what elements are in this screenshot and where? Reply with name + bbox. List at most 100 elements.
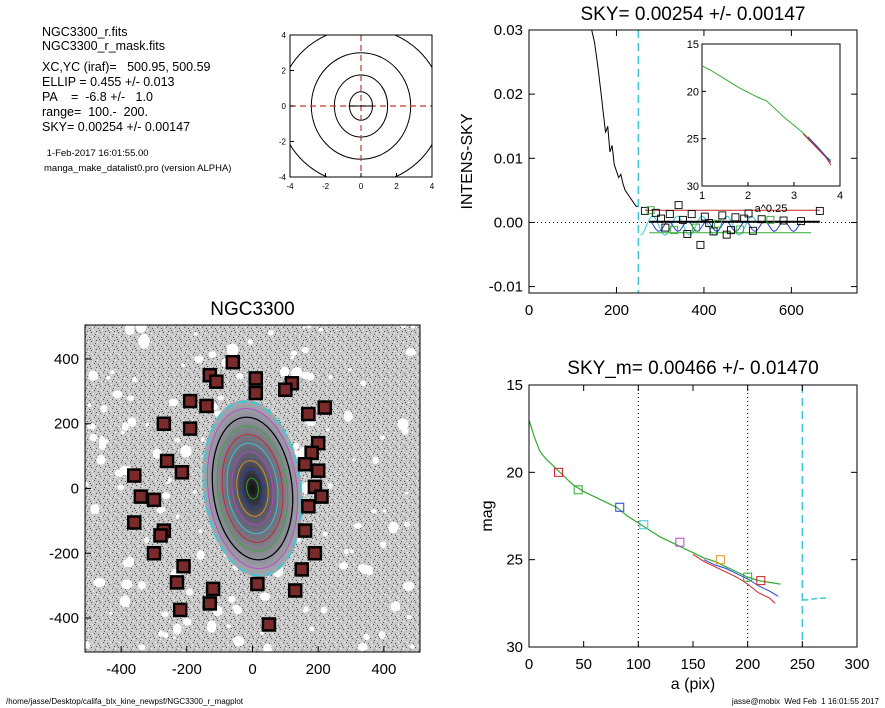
mag-title: SKY_m= 0.00466 +/- 0.01470 — [567, 358, 818, 379]
mask-blob — [328, 374, 333, 380]
mask-blob — [233, 636, 245, 647]
mag-marker — [615, 502, 625, 512]
mask-blob — [267, 330, 274, 336]
mask-blob — [302, 608, 308, 613]
mask-blob — [96, 454, 106, 465]
mag-green-line — [529, 419, 781, 585]
mag-blue-line — [703, 559, 779, 597]
mag-marker — [675, 537, 685, 547]
sky-data-point — [718, 211, 727, 220]
sky-box — [250, 576, 265, 592]
mask-blob — [172, 623, 182, 635]
mask-blob — [347, 368, 353, 372]
mask-blob — [290, 350, 298, 356]
mask-blob — [349, 549, 354, 554]
mask-blob — [192, 489, 197, 494]
mask-blob — [411, 325, 415, 329]
mag-profile-plot: SKY_m= 0.00466 +/- 0.01470 0 50 100 150 200 25… — [479, 358, 870, 693]
image-title: NGC3300 — [210, 299, 295, 320]
mask-blob — [168, 398, 179, 407]
sky-data-point — [766, 215, 775, 224]
mask-blob — [110, 370, 115, 374]
info-image-file: NGC3300_r.fits — [42, 25, 128, 39]
isophote-6 — [216, 425, 289, 552]
sky-box — [248, 371, 264, 386]
contour-ytick-label: 4 — [282, 31, 287, 40]
mask-blob — [127, 417, 137, 428]
sky-box — [153, 528, 168, 543]
mask-blob — [87, 423, 96, 430]
contour-xtick-label: 0 — [359, 182, 364, 191]
mask-blob — [363, 633, 370, 641]
mag-ytick-label: 20 — [506, 464, 523, 481]
mask-blob — [302, 326, 306, 329]
sky-data-point — [651, 208, 660, 217]
mask-blob — [301, 371, 311, 380]
mask-blob — [186, 588, 194, 596]
sky-box — [287, 583, 303, 598]
mask-blob — [327, 483, 333, 489]
mask-blob — [88, 370, 98, 381]
mask-blob — [87, 403, 92, 408]
image-xtick-label: 400 — [371, 661, 396, 678]
footer-user: jasse@mobix Wed Feb 1 16:01:55 2017 — [731, 697, 879, 706]
image-xtick-label: 200 — [306, 661, 331, 678]
mag-xtick-label: 200 — [735, 656, 760, 673]
inset-ytick-label: 30 — [687, 181, 699, 193]
sky-xtick-label: 200 — [604, 302, 629, 319]
contour-xtick-label: -2 — [322, 182, 330, 191]
mask-blob — [121, 422, 129, 431]
sky-plot-area — [529, 30, 857, 293]
isophote-0 — [246, 477, 259, 500]
contour-ytick-label: -2 — [279, 138, 287, 147]
isophote-2 — [236, 460, 269, 517]
info-timestamp: 1-Feb-2017 16:01:55.00 — [44, 148, 149, 159]
galaxy-body — [202, 399, 303, 578]
sky-data-point — [705, 219, 714, 228]
mask-blob — [144, 537, 150, 543]
info-center: XC,YC (iraf)= 500.95, 500.59 — [42, 60, 211, 74]
mask-blob — [93, 577, 106, 588]
mask-blob — [196, 550, 205, 560]
mag-ylabel: mag — [479, 500, 496, 531]
sky-box — [209, 374, 224, 389]
sky-data-point — [687, 210, 696, 219]
mask-blob — [217, 395, 224, 401]
sky-box — [182, 421, 198, 436]
mask-blob — [263, 643, 272, 652]
mask-blob — [90, 504, 100, 515]
sky-box — [146, 492, 162, 508]
mask-blob — [174, 437, 181, 443]
mag-xtick-label: 250 — [790, 656, 815, 673]
info-panel: NGC3300_r.fits NGC3300_r_mask.fits XC,YC… — [0, 0, 270, 190]
inset-green-line — [701, 65, 832, 161]
sky-box — [159, 453, 175, 469]
mask-blob — [124, 325, 135, 336]
sky-box — [317, 400, 333, 415]
mask-blob — [306, 325, 312, 329]
mask-blob — [112, 390, 123, 399]
mask-blob — [351, 458, 356, 462]
mask-blob — [378, 630, 386, 640]
isophote-1 — [241, 468, 264, 509]
mag-ytick-label: 15 — [506, 377, 523, 394]
mask-blob — [100, 405, 108, 413]
info-pa: PA = -6.8 +/- 1.0 — [42, 90, 153, 104]
sky-box — [127, 515, 142, 530]
sky-data-point — [757, 215, 766, 224]
sky-box — [278, 382, 293, 398]
mag-marker — [639, 520, 649, 530]
sky-ytick-label: 0.01 — [494, 150, 523, 167]
mask-blob — [405, 348, 416, 356]
sky-box — [127, 468, 142, 483]
mask-blob — [343, 410, 353, 422]
mag-xlabel: a (pix) — [671, 676, 715, 693]
image-ytick-label: -200 — [49, 545, 79, 562]
mask-blob — [103, 439, 110, 444]
inset-xtick-label: 4 — [837, 190, 843, 202]
sky-box — [146, 546, 162, 561]
mask-blob — [360, 380, 367, 387]
mask-blob — [114, 469, 125, 477]
mask-blob — [232, 604, 240, 611]
mask-blob — [247, 339, 254, 345]
